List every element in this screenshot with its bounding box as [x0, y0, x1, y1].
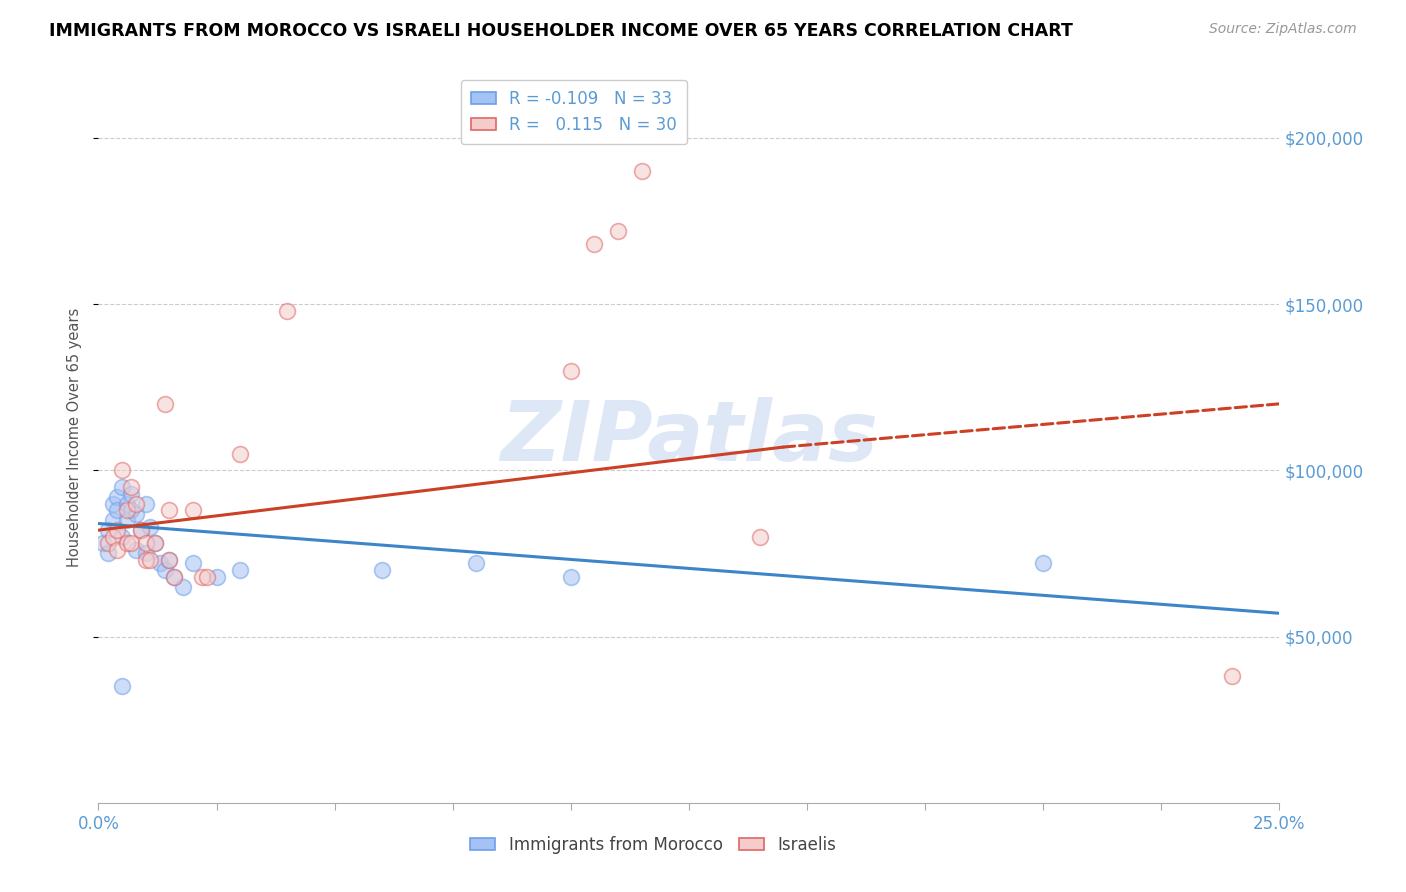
Point: [143, 536, 166, 550]
Point: [153, 397, 176, 411]
Point: [560, 570, 582, 584]
Point: [1220, 669, 1243, 683]
Point: [129, 523, 152, 537]
Point: [101, 530, 124, 544]
Point: [630, 164, 652, 178]
Point: [191, 570, 214, 584]
Point: [105, 523, 128, 537]
Point: [111, 530, 134, 544]
Point: [111, 680, 134, 694]
Point: [139, 553, 162, 567]
Point: [157, 553, 180, 567]
Point: [91, 536, 114, 550]
Point: [121, 536, 143, 550]
Point: [129, 523, 152, 537]
Point: [371, 563, 394, 577]
Point: [229, 563, 252, 577]
Point: [97, 546, 120, 560]
Point: [115, 513, 138, 527]
Point: [135, 497, 157, 511]
Point: [121, 486, 143, 500]
Point: [143, 536, 166, 550]
Point: [205, 570, 228, 584]
Point: [125, 543, 148, 558]
Point: [115, 536, 138, 550]
Point: [111, 480, 134, 494]
Point: [163, 570, 186, 584]
Point: [115, 497, 138, 511]
Point: [560, 363, 582, 377]
Y-axis label: Householder Income Over 65 years: Householder Income Over 65 years: [66, 308, 82, 566]
Text: Source: ZipAtlas.com: Source: ZipAtlas.com: [1209, 22, 1357, 37]
Point: [149, 557, 172, 571]
Point: [181, 557, 204, 571]
Point: [125, 507, 148, 521]
Point: [135, 553, 157, 567]
Point: [229, 447, 252, 461]
Point: [583, 237, 606, 252]
Point: [748, 530, 770, 544]
Point: [111, 463, 134, 477]
Point: [465, 557, 488, 571]
Point: [105, 490, 128, 504]
Point: [135, 536, 157, 550]
Point: [1032, 557, 1054, 571]
Point: [195, 570, 218, 584]
Point: [181, 503, 204, 517]
Point: [115, 503, 138, 517]
Point: [607, 224, 630, 238]
Point: [157, 503, 180, 517]
Point: [121, 480, 143, 494]
Text: ZIPatlas: ZIPatlas: [501, 397, 877, 477]
Point: [139, 520, 162, 534]
Point: [172, 580, 194, 594]
Point: [101, 513, 124, 527]
Point: [121, 503, 143, 517]
Point: [101, 497, 124, 511]
Text: IMMIGRANTS FROM MOROCCO VS ISRAELI HOUSEHOLDER INCOME OVER 65 YEARS CORRELATION : IMMIGRANTS FROM MOROCCO VS ISRAELI HOUSE…: [49, 22, 1073, 40]
Point: [105, 503, 128, 517]
Point: [97, 536, 120, 550]
Point: [135, 546, 157, 560]
Point: [97, 523, 120, 537]
Point: [125, 497, 148, 511]
Point: [163, 570, 186, 584]
Point: [105, 543, 128, 558]
Point: [276, 303, 298, 318]
Legend: Immigrants from Morocco, Israelis: Immigrants from Morocco, Israelis: [464, 829, 844, 860]
Point: [153, 563, 176, 577]
Point: [157, 553, 180, 567]
